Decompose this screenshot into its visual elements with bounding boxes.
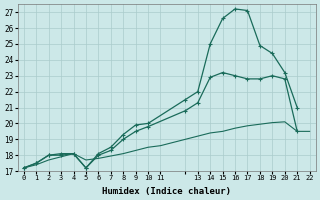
X-axis label: Humidex (Indice chaleur): Humidex (Indice chaleur) bbox=[102, 187, 231, 196]
